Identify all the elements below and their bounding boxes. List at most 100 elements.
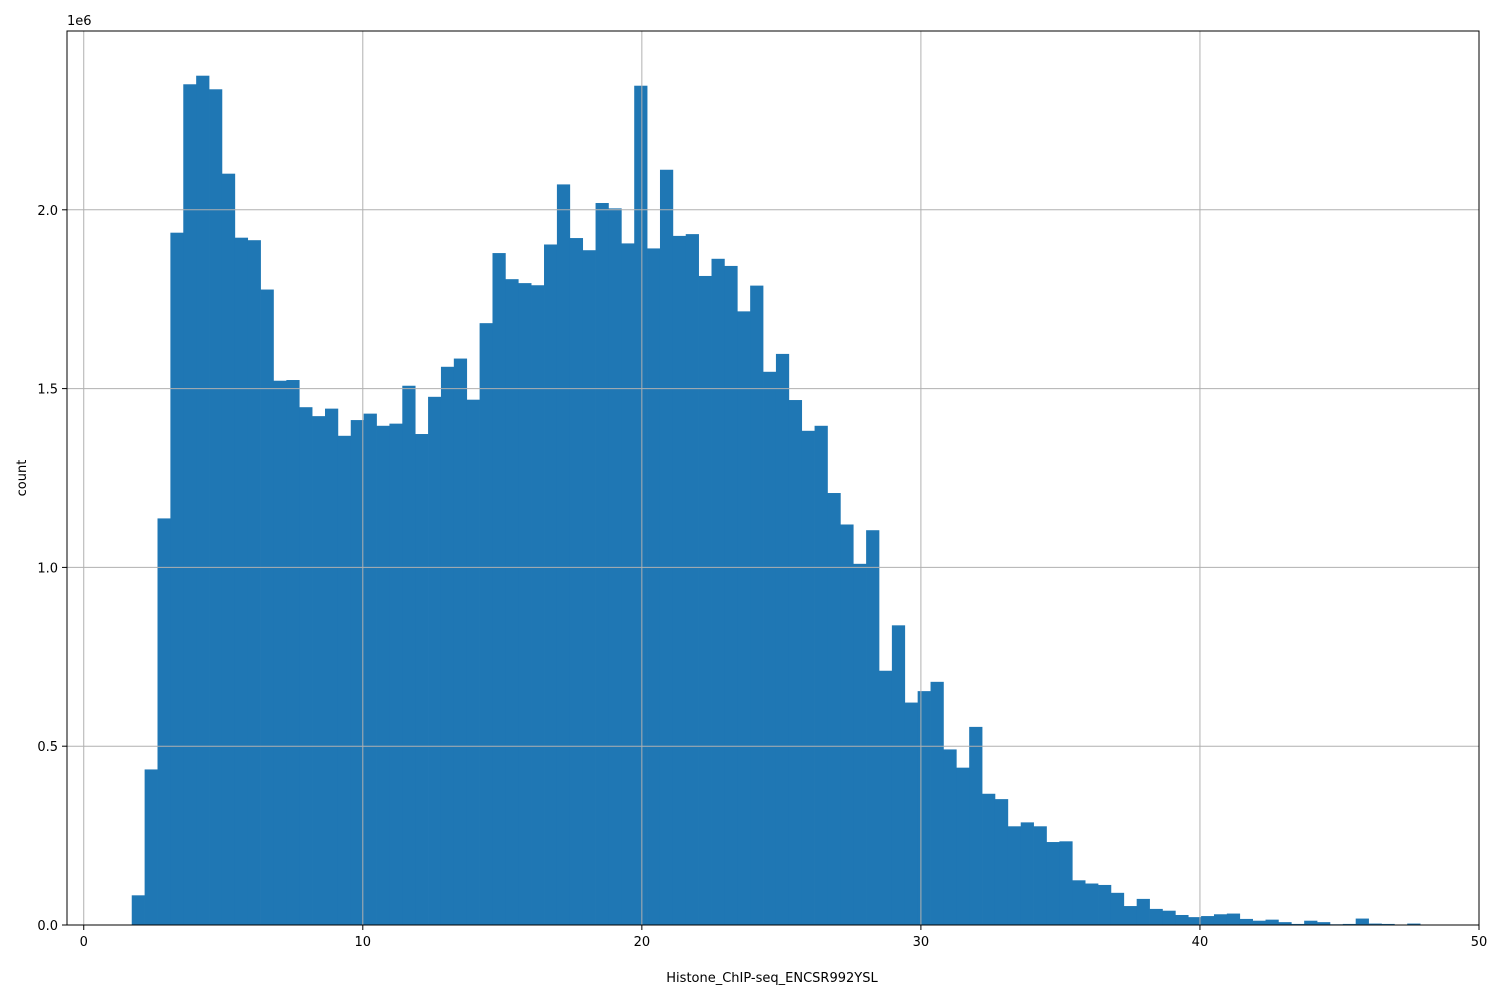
histogram-bar	[531, 285, 545, 925]
histogram-bar	[917, 691, 931, 925]
histogram-bar	[234, 237, 249, 925]
histogram-bar	[363, 413, 377, 925]
histogram-bar	[131, 895, 145, 925]
histogram-bar	[221, 173, 236, 925]
histogram-bar	[479, 323, 493, 925]
histogram-bar	[1201, 916, 1215, 925]
histogram-bar	[1368, 923, 1382, 925]
histogram-bar	[982, 793, 996, 925]
histogram-bar	[1304, 920, 1318, 925]
histogram-bar	[286, 380, 300, 925]
histogram-bar	[737, 311, 751, 925]
histogram-bar	[209, 89, 223, 926]
histogram-bar	[724, 265, 738, 925]
plot-frame	[66, 30, 1480, 926]
histogram-bar	[1226, 913, 1241, 925]
y-tick-label: 1.0	[37, 561, 58, 576]
x-tick-label: 0	[80, 935, 88, 950]
histogram-bar	[376, 425, 390, 925]
histogram-bar	[453, 358, 468, 925]
y-tick-label: 0.5	[37, 740, 58, 755]
histogram-bar	[659, 169, 674, 925]
histogram-bar	[930, 681, 944, 925]
histogram-bar	[196, 75, 210, 925]
histogram-bar	[1136, 898, 1150, 925]
histogram-bar	[647, 248, 661, 926]
histogram-bar	[634, 85, 648, 925]
histogram-bar	[801, 430, 815, 925]
x-tick-label: 30	[913, 935, 930, 950]
histogram-bar	[1381, 923, 1395, 925]
histogram-bar	[1046, 842, 1060, 925]
histogram-bar	[247, 240, 261, 925]
histogram-bar	[1317, 922, 1331, 925]
histogram-bar	[1407, 923, 1421, 925]
ticks-layer: 0 10 20 30 40 50 0.0 0.5 1.0 1.5 2.0	[37, 204, 1487, 950]
histogram-bar	[775, 353, 790, 925]
histogram-bar	[711, 258, 725, 925]
histogram-bar	[827, 493, 841, 925]
histogram-bar	[969, 726, 983, 925]
histogram-bar	[608, 208, 622, 925]
histogram-bar	[672, 235, 687, 925]
histogram-bar	[492, 253, 506, 925]
histogram-bar	[1149, 908, 1163, 925]
histogram-bar	[891, 625, 906, 925]
histogram-bar	[595, 203, 609, 925]
y-tick-label: 2.0	[37, 204, 58, 219]
histogram-bar	[943, 749, 957, 925]
histogram-bar	[1278, 922, 1292, 925]
histogram-bar	[389, 423, 403, 925]
histogram-bar	[840, 524, 854, 925]
histogram-bar	[157, 518, 171, 925]
histogram-bar	[788, 400, 803, 925]
histogram-bar	[621, 243, 635, 925]
x-tick-label: 40	[1192, 935, 1209, 950]
x-tick-label: 10	[355, 935, 372, 950]
histogram-bar	[1020, 822, 1034, 925]
histogram-bar	[1188, 917, 1202, 925]
histogram-bar	[1162, 910, 1176, 925]
histogram-bar	[866, 530, 880, 925]
histogram-bar	[1252, 920, 1266, 925]
histogram-bar	[1291, 923, 1305, 925]
histogram-bar	[144, 769, 158, 925]
histogram-bar	[994, 799, 1009, 925]
x-tick-label: 20	[634, 935, 651, 950]
histogram-bar	[569, 238, 584, 926]
histogram-bar	[544, 244, 558, 926]
histogram-bar	[1033, 826, 1047, 925]
histogram-bar	[402, 385, 416, 925]
histogram-bar	[814, 425, 828, 925]
histogram-bar	[582, 250, 596, 925]
histogram-bar	[956, 767, 970, 925]
histogram-bar	[556, 184, 571, 925]
histogram-bar	[685, 234, 699, 925]
histogram-bar	[853, 563, 867, 925]
histogram-bar	[1239, 918, 1253, 925]
histogram-bar	[904, 702, 918, 925]
bars-layer	[131, 75, 1421, 926]
histogram-bar	[1110, 892, 1125, 925]
histogram-bar	[1123, 906, 1138, 925]
histogram-bar	[350, 420, 364, 925]
y-tick-label: 0.0	[37, 919, 58, 934]
histogram-bar	[1213, 914, 1228, 925]
histogram-bar	[1085, 883, 1099, 925]
histogram-bar	[1072, 880, 1086, 925]
histogram-bar	[337, 435, 352, 925]
histogram-bar	[518, 283, 532, 925]
y-tick-label: 1.5	[37, 383, 58, 398]
histogram-bar	[750, 285, 764, 925]
histogram-bar	[440, 366, 455, 925]
histogram-bar	[415, 434, 429, 925]
histogram-bar	[325, 408, 339, 925]
histogram-bar	[1059, 841, 1073, 925]
x-axis-label: Histone_ChIP-seq_ENCSR992YSL	[666, 971, 878, 986]
y-axis-label: count	[15, 460, 30, 497]
histogram-bar	[763, 371, 777, 925]
histogram-bar	[299, 407, 313, 925]
histogram-bar	[466, 399, 480, 925]
